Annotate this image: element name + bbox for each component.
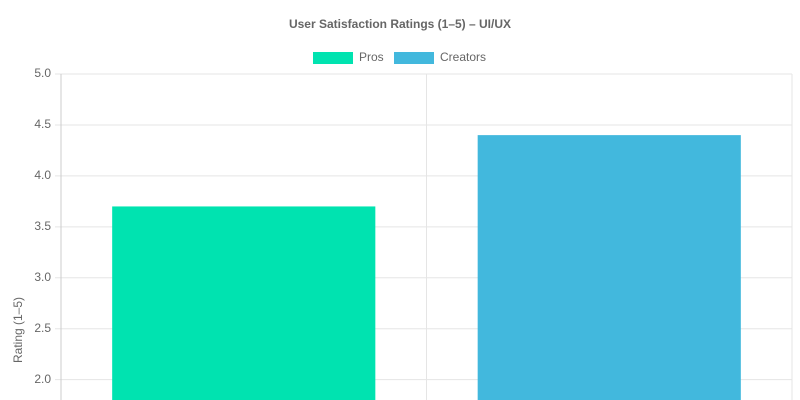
y-tick-label: 4.0 [34, 168, 51, 182]
legend-label: Pros [359, 50, 384, 64]
chart-title: User Satisfaction Ratings (1–5) – UI/UX [289, 17, 511, 31]
y-tick-label: 4.5 [34, 117, 51, 131]
y-axis-title: Rating (1–5) [11, 297, 25, 363]
y-tick-label: 3.0 [34, 270, 51, 284]
y-tick-label: 3.5 [34, 219, 51, 233]
y-tick-label: 2.5 [34, 321, 51, 335]
legend-swatch [313, 52, 353, 64]
legend-label: Creators [440, 50, 486, 64]
bar [112, 206, 376, 400]
legend-swatch [394, 52, 434, 64]
y-tick-label: 2.0 [34, 372, 51, 386]
bar [477, 135, 741, 400]
y-tick-label: 5.0 [34, 66, 51, 80]
